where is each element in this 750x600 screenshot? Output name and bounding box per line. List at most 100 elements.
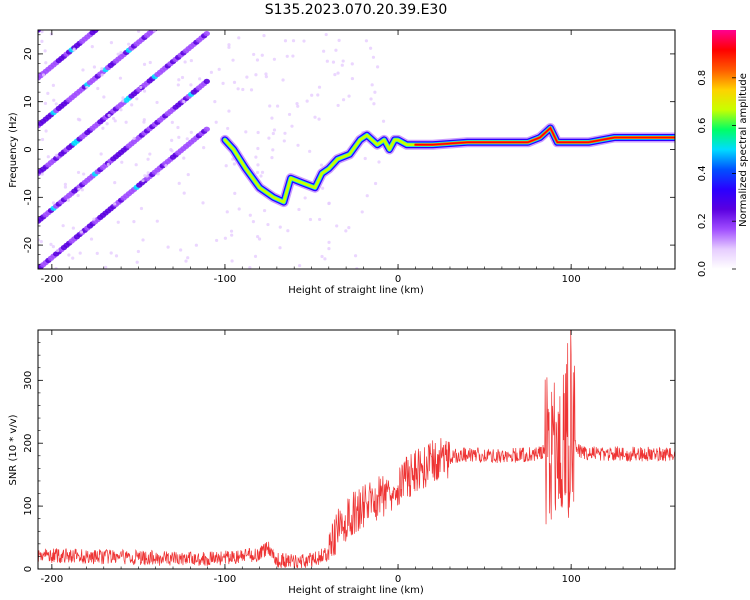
spectrogram-noise-cell xyxy=(369,97,373,101)
spectrogram-noise-cell xyxy=(353,254,358,258)
spectrogram-x-tick-label: 100 xyxy=(562,274,581,285)
colorbar-tick-label: 0.8 xyxy=(697,70,708,86)
spectrogram-noise-cell xyxy=(51,83,55,88)
spectrogram-noise-cell xyxy=(143,174,147,178)
spectrogram-noise-cell xyxy=(226,126,230,131)
spectrogram-noise-cell xyxy=(257,237,262,241)
spectrogram-noise-cell xyxy=(260,170,265,174)
spectrogram-noise-cell xyxy=(119,50,123,55)
spectrogram-noise-cell xyxy=(92,217,96,221)
colorbar-tick-label: 0.6 xyxy=(697,118,708,134)
spectrogram-noise-cell xyxy=(376,65,380,69)
spectrogram-noise-cell xyxy=(40,39,44,43)
spectrogram-noise-cell xyxy=(176,83,180,87)
snr-x-tick-label: -100 xyxy=(214,574,237,585)
spectrogram-noise-cell xyxy=(148,152,152,156)
spectrogram-noise-cell xyxy=(76,193,80,198)
spectrogram-noise-cell xyxy=(164,164,168,168)
spectrogram-noise-cell xyxy=(316,93,320,97)
spectrogram-bands xyxy=(38,21,386,269)
spectrogram-noise-cell xyxy=(290,124,294,128)
spectrogram-noise-cell xyxy=(214,120,218,124)
spectrogram-noise-cell xyxy=(177,135,181,139)
spectrogram-noise-cell xyxy=(323,257,327,261)
spectrogram-noise-cell xyxy=(256,146,260,151)
spectrogram-noise-cell xyxy=(179,248,183,252)
spectrogram-y-tick-label: 10 xyxy=(23,95,34,108)
spectrogram-noise-cell xyxy=(327,240,331,244)
spectrogram-noise-cell xyxy=(350,76,355,81)
spectrogram-noise-cell xyxy=(71,226,75,230)
spectrogram-y-tick-label: -20 xyxy=(23,237,34,253)
spectrogram-noise-cell xyxy=(341,98,346,102)
spectrogram-noise-cell xyxy=(360,210,364,214)
spectrogram-noise-cell xyxy=(182,156,186,160)
spectrogram-noise-cell xyxy=(282,139,286,143)
spectrogram-noise-cell xyxy=(121,99,125,103)
spectrogram-noise-cell xyxy=(249,88,254,92)
spectrogram-noise-cell xyxy=(55,249,60,253)
spectrogram-noise-cell xyxy=(80,188,84,192)
spectrogram-noise-cell xyxy=(52,98,56,102)
spectrogram-noise-cell xyxy=(278,246,282,250)
spectrogram-noise-cell xyxy=(116,220,120,224)
spectrogram-noise-cell xyxy=(313,115,317,119)
spectrogram-noise-cell xyxy=(170,138,174,142)
colorbar-scale xyxy=(712,30,736,269)
spectrogram-noise-cell xyxy=(137,30,141,33)
spectrogram-noise-cell xyxy=(264,72,268,76)
spectrogram-y-tick-label: 0 xyxy=(23,146,34,152)
spectrogram-noise-cell xyxy=(296,143,300,147)
spectrogram-noise-cell xyxy=(287,112,292,117)
spectrogram-noise-cell xyxy=(67,253,71,257)
spectrogram-noise-cell xyxy=(223,236,227,240)
spectrogram-noise-cell xyxy=(109,40,114,45)
spectrogram-noise-cell xyxy=(221,81,225,86)
spectrogram-noise-cell xyxy=(237,36,241,40)
spectrogram-noise-cell xyxy=(109,251,113,255)
spectrogram-noise-cell xyxy=(71,256,75,260)
spectrogram-noise-cell xyxy=(78,118,82,122)
colorbar-axis: 0.0 0.2 0.4 0.6 0.8 xyxy=(697,70,736,277)
spectrogram-band-cell xyxy=(38,30,42,33)
spectrogram-noise-cell xyxy=(40,137,45,142)
spectrogram-band-cell xyxy=(203,30,210,37)
spectrogram-noise-cell xyxy=(85,85,89,89)
spectrogram-noise-cell xyxy=(145,174,149,178)
spectrogram-noise-cell xyxy=(286,229,290,233)
snr-xlabel: Height of straight line (km) xyxy=(288,585,424,596)
spectrogram-noise-cell xyxy=(260,53,264,57)
spectrogram-noise-cell xyxy=(139,85,143,89)
spectrogram-noise-cell xyxy=(135,97,139,101)
spectrogram-noise-cell xyxy=(79,230,84,234)
spectrogram-noise-cell xyxy=(155,100,159,105)
spectrogram-band-cell xyxy=(100,21,106,26)
spectrogram-noise-cell xyxy=(156,172,160,176)
spectrogram-ylabel: Frequency (Hz) xyxy=(8,112,19,188)
spectrogram-noise-cell xyxy=(77,187,81,191)
spectrogram-noise-cell xyxy=(119,108,123,112)
snr-x-tick-label: -200 xyxy=(40,574,63,585)
spectrogram-x-axis: -200 -100 0 100 xyxy=(40,30,676,285)
spectrogram-noise-cell xyxy=(324,32,328,37)
spectrogram-noise-cell xyxy=(41,73,46,77)
spectrogram-noise-cell xyxy=(225,210,229,214)
spectrogram-noise-cell xyxy=(283,131,287,135)
spectrogram-noise-cell xyxy=(202,146,206,150)
spectrogram-noise-cell xyxy=(255,58,260,62)
spectrogram-noise-cell xyxy=(63,185,68,189)
spectrogram-band-cell xyxy=(157,22,163,27)
spectrogram-noise-cell xyxy=(334,48,338,52)
spectrogram-noise-cell xyxy=(182,99,186,104)
snr-panel: -200 -100 0 100 0 100 200 300 Height of straig… xyxy=(8,329,676,596)
spectrogram-noise-cell xyxy=(118,76,123,80)
spectrogram-noise-cell xyxy=(43,49,47,53)
spectrogram-noise-cell xyxy=(285,54,289,58)
spectrogram-noise-cell xyxy=(268,104,272,108)
spectrogram-noise-cell xyxy=(262,208,267,213)
spectrogram-noise-cell xyxy=(51,245,55,249)
spectrogram-x-tick-label: -200 xyxy=(40,274,63,285)
spectrogram-noise-cell xyxy=(177,181,181,185)
spectrogram-noise-cell xyxy=(373,181,378,186)
